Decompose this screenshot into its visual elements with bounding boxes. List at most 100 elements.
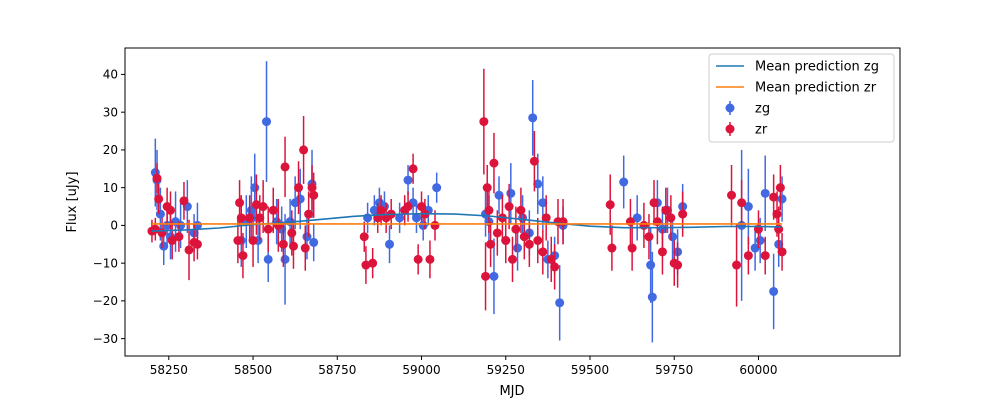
series-zr [147, 68, 787, 311]
point-zr-35 [359, 232, 369, 242]
point-zr-51 [481, 271, 491, 281]
x-tick-label-60000: 60000 [739, 363, 777, 377]
point-zg-56 [632, 213, 642, 223]
point-zg-31 [385, 239, 395, 249]
point-zg-45 [513, 243, 523, 253]
point-zr-4 [157, 228, 167, 238]
point-zg-41 [489, 271, 499, 281]
point-zr-23 [268, 205, 278, 215]
point-zr-48 [425, 254, 435, 264]
point-zg-62 [668, 232, 678, 242]
point-zr-32 [304, 209, 314, 219]
plot-frame [124, 47, 901, 357]
point-zr-43 [403, 202, 413, 212]
point-zr-97 [777, 247, 787, 257]
point-zr-16 [238, 251, 248, 261]
x-tick-label-59250: 59250 [487, 363, 525, 377]
point-zr-80 [652, 217, 662, 227]
point-zr-73 [605, 200, 615, 210]
point-zr-85 [673, 260, 683, 270]
point-zg-3 [159, 241, 169, 251]
x-tick-label-59500: 59500 [571, 363, 609, 377]
point-zg-46 [518, 213, 528, 223]
point-zr-33 [307, 183, 317, 193]
x-tick-label-58750: 58750 [318, 363, 356, 377]
x-tick-label-59000: 59000 [402, 363, 440, 377]
point-zr-77 [639, 220, 649, 230]
point-zg-55 [619, 177, 629, 187]
point-zr-64 [524, 239, 534, 249]
legend-label-mean-prediction-zr: Mean prediction zr [755, 81, 877, 96]
point-zr-28 [288, 241, 298, 251]
y-tick-label-20: 20 [103, 143, 118, 157]
point-zg-7 [176, 220, 186, 230]
point-zr-29 [294, 183, 304, 193]
point-zr-67 [538, 247, 548, 257]
point-zr-82 [661, 205, 671, 215]
point-zr-87 [727, 190, 737, 200]
point-zr-9 [179, 196, 189, 206]
point-zr-89 [737, 198, 747, 208]
y-axis-label: Flux [uJy] [65, 171, 80, 232]
point-zr-50 [479, 117, 489, 127]
point-zr-18 [248, 236, 258, 245]
point-zr-90 [743, 251, 753, 261]
legend-marker-zr [725, 124, 735, 134]
point-zr-34 [309, 190, 319, 200]
point-zg-28 [369, 205, 379, 215]
point-zr-10 [184, 245, 194, 255]
point-zr-15 [236, 213, 246, 223]
point-zg-70 [769, 286, 779, 296]
point-zr-63 [519, 232, 529, 242]
series-zg [150, 61, 787, 343]
point-zg-44 [506, 188, 516, 198]
point-zr-66 [533, 236, 543, 245]
point-zr-44 [408, 164, 418, 174]
y-tick-label-40: 40 [103, 68, 118, 82]
point-zg-57 [646, 260, 656, 270]
point-zr-25 [278, 239, 288, 249]
point-zr-49 [430, 220, 440, 230]
point-zr-68 [541, 213, 551, 223]
y-tick-label-0: 0 [110, 219, 118, 233]
point-zr-19 [251, 200, 261, 210]
legend-label-zg: zg [755, 102, 770, 117]
point-zg-68 [755, 236, 765, 245]
point-zr-78 [644, 232, 654, 242]
point-zg-38 [432, 183, 442, 193]
legend-label-mean-prediction-zg: Mean prediction zg [755, 60, 879, 75]
point-zr-86 [678, 209, 688, 219]
point-zg-17 [263, 254, 273, 264]
point-zg-69 [760, 188, 770, 198]
point-zr-30 [299, 145, 309, 155]
point-zr-93 [769, 192, 779, 202]
x-tick-label-58250: 58250 [150, 363, 188, 377]
point-zr-6 [165, 205, 175, 215]
y-tick-label-30: 30 [103, 105, 118, 119]
point-zg-42 [494, 190, 504, 200]
point-zg-26 [309, 237, 319, 247]
legend-box [708, 53, 895, 143]
point-zr-7 [167, 236, 177, 245]
data-layer [147, 61, 787, 343]
point-zg-50 [538, 198, 548, 208]
point-zg-72 [777, 194, 787, 204]
x-tick-label-59750: 59750 [655, 363, 693, 377]
point-zg-48 [528, 113, 538, 123]
point-zg-2 [155, 209, 165, 219]
point-zr-62 [516, 205, 526, 215]
point-zr-2 [152, 173, 162, 183]
point-zr-13 [233, 236, 243, 245]
point-zr-26 [280, 162, 290, 172]
point-zr-46 [417, 202, 427, 212]
point-zr-52 [482, 183, 492, 193]
point-zr-39 [376, 205, 386, 215]
x-tick-label-58500: 58500 [234, 363, 272, 377]
point-zg-36 [418, 220, 428, 230]
point-zg-32 [395, 213, 405, 223]
x-axis-label: MJD [499, 384, 524, 399]
point-zr-61 [511, 224, 521, 234]
point-zr-96 [775, 183, 785, 193]
point-zr-70 [550, 262, 560, 272]
